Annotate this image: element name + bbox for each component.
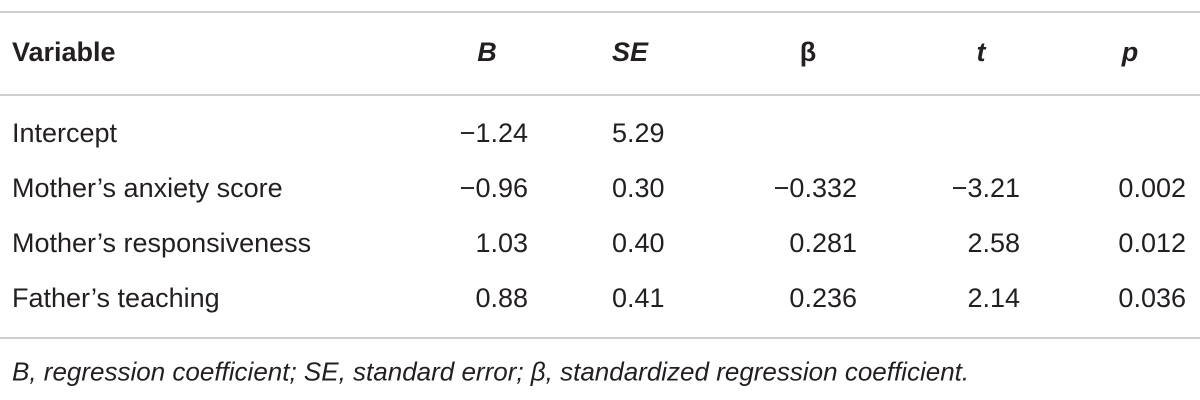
table-cell: −0.96: [459, 173, 528, 203]
table-cell: 0.30: [612, 173, 665, 203]
row-label: Intercept: [12, 118, 118, 148]
bottom-rule: [0, 337, 1200, 339]
table-cell: −1.24: [459, 118, 528, 148]
table-cell: 0.002: [1118, 173, 1186, 203]
table-cell: 0.236: [789, 283, 857, 313]
table-cell: 0.88: [475, 283, 528, 313]
table-cell: 1.03: [475, 228, 528, 258]
footnote: B, regression coefficient; SE, standard …: [12, 356, 970, 387]
table-cell: 0.036: [1118, 283, 1186, 313]
row-label: Mother’s anxiety score: [12, 173, 283, 203]
table-cell: −3.21: [951, 173, 1020, 203]
table-cell: 0.012: [1118, 228, 1186, 258]
column-header: B: [477, 37, 497, 67]
table-cell: 0.40: [612, 228, 665, 258]
table-cell: −0.332: [773, 173, 857, 203]
table-cell: 0.41: [612, 283, 665, 313]
column-header: p: [1121, 37, 1139, 67]
column-header: β: [799, 37, 817, 67]
table-cell: 2.58: [967, 228, 1020, 258]
table-cell: 5.29: [612, 118, 665, 148]
row-label: Father’s teaching: [12, 283, 220, 313]
column-header: t: [976, 37, 986, 67]
column-header: SE: [612, 37, 649, 67]
row-label: Mother’s responsiveness: [12, 228, 312, 258]
top-rule: [0, 11, 1200, 13]
table-cell: 0.281: [789, 228, 857, 258]
table-cell: 2.14: [967, 283, 1020, 313]
column-header: Variable: [12, 37, 116, 67]
header-rule: [0, 94, 1200, 96]
